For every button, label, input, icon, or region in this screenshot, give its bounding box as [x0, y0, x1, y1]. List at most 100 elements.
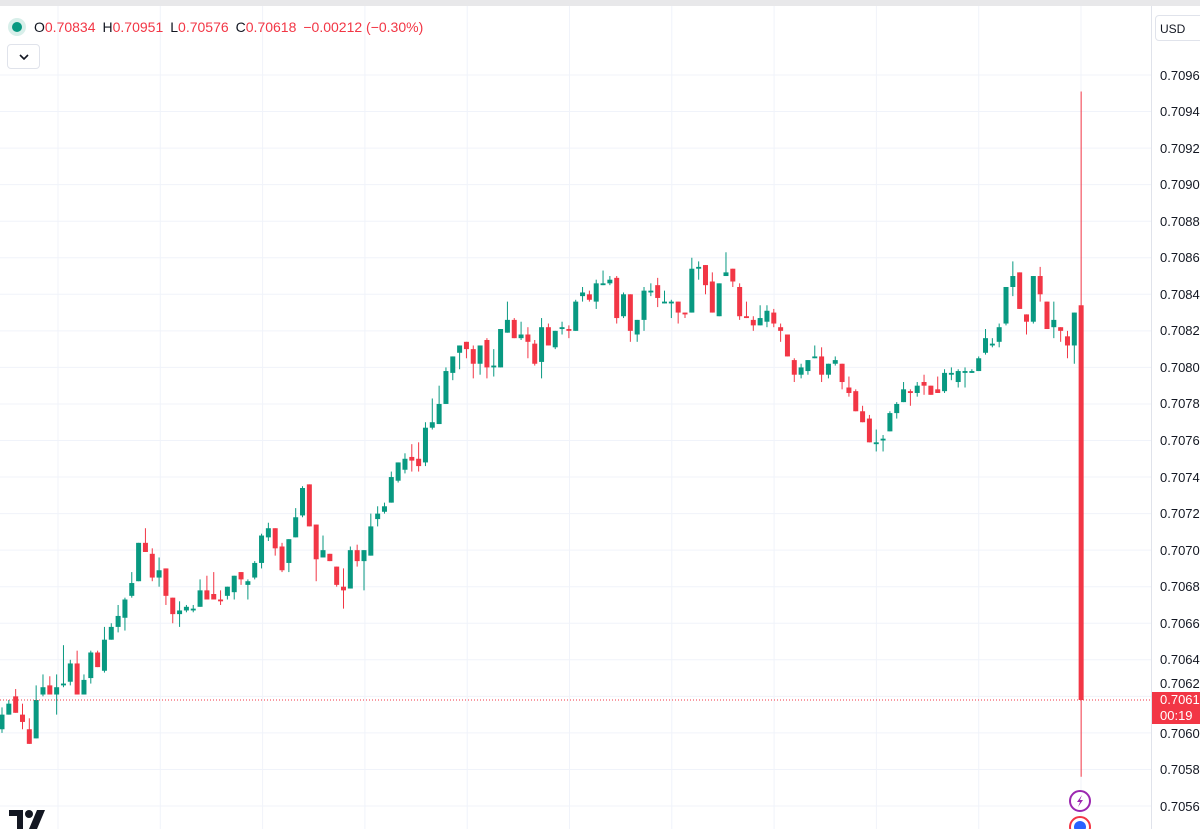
candle-body — [764, 310, 770, 322]
candle-body — [19, 714, 25, 722]
candle — [696, 261, 702, 280]
tradingview-logo[interactable] — [9, 810, 49, 829]
candle — [559, 321, 565, 335]
candle-body — [463, 341, 469, 350]
candle-body — [156, 570, 162, 578]
candle — [211, 572, 217, 600]
candle — [375, 506, 381, 527]
candle — [1037, 266, 1043, 302]
candle-body — [81, 679, 87, 695]
collapse-legend-button[interactable] — [7, 44, 40, 69]
close-value: 0.70618 — [245, 19, 297, 35]
candle-body — [224, 586, 230, 596]
candle — [1071, 312, 1077, 364]
candle — [962, 367, 968, 388]
candle — [566, 325, 572, 339]
candle — [805, 360, 811, 375]
candle-body — [928, 385, 934, 395]
candle-body — [689, 268, 695, 313]
candle — [641, 286, 647, 331]
candle-body — [552, 330, 558, 348]
candle-body — [142, 542, 148, 552]
candle-body — [402, 458, 408, 470]
candle-body — [511, 319, 517, 339]
candle-body — [737, 286, 743, 317]
candle-body — [40, 687, 46, 695]
candle-body — [183, 606, 189, 611]
candle — [791, 358, 797, 383]
candle-body — [381, 506, 387, 512]
candle-body — [784, 334, 790, 357]
candle — [1044, 301, 1050, 330]
lightning-icon[interactable] — [1069, 790, 1091, 812]
candle-body — [259, 535, 265, 563]
candle — [901, 382, 907, 403]
currency-button[interactable]: USD — [1155, 15, 1200, 41]
candle-body — [122, 599, 128, 618]
candle-body — [962, 371, 968, 373]
candle-body — [95, 652, 101, 668]
candle-body — [1064, 336, 1070, 346]
candle — [354, 544, 360, 567]
candle-body — [942, 372, 948, 392]
candle — [655, 277, 661, 308]
candle-body — [265, 528, 271, 538]
candle — [204, 575, 210, 600]
candle — [224, 586, 230, 600]
candle-body — [54, 687, 60, 695]
candle-body — [791, 360, 797, 375]
candle — [709, 272, 715, 313]
candle-body — [948, 372, 954, 375]
candle — [0, 707, 5, 733]
candle-body — [354, 550, 360, 562]
candle-body — [163, 568, 169, 596]
candle — [853, 389, 859, 412]
candle-body — [627, 294, 633, 331]
candle-body — [1058, 327, 1064, 331]
candle-body — [498, 329, 504, 368]
candlestick-chart[interactable] — [0, 0, 1151, 829]
candle-body — [177, 610, 183, 615]
candle-body — [1010, 276, 1016, 287]
candle-body — [6, 703, 12, 715]
candle — [136, 542, 142, 582]
candle — [279, 542, 285, 573]
candle-body — [60, 683, 66, 686]
candle-body — [108, 626, 114, 640]
candle-body — [67, 663, 73, 682]
candle-body — [313, 524, 319, 560]
candle-body — [716, 283, 722, 317]
candle-body — [969, 371, 975, 373]
candle — [470, 345, 476, 379]
candle-body — [525, 334, 531, 342]
candle — [54, 674, 60, 715]
candle — [771, 308, 777, 328]
candle — [525, 327, 531, 359]
candle — [730, 268, 736, 287]
candle — [443, 367, 449, 404]
candle-body — [935, 389, 941, 393]
candle-body — [1078, 305, 1084, 701]
candle-body — [245, 581, 251, 585]
candle-body — [702, 265, 708, 286]
candle-body — [976, 358, 982, 372]
candle-body — [921, 382, 927, 386]
candle — [969, 369, 975, 373]
candle-body — [1051, 319, 1057, 328]
candle — [498, 329, 504, 368]
candle — [668, 299, 674, 319]
flag-icon[interactable] — [1069, 816, 1091, 829]
candle — [402, 453, 408, 474]
candle-body — [600, 283, 606, 286]
candle — [552, 330, 558, 350]
candle-body — [914, 385, 920, 393]
candle — [627, 294, 633, 342]
candle — [81, 674, 87, 695]
candle — [743, 301, 749, 319]
candle-body — [33, 700, 39, 739]
candle — [532, 339, 538, 366]
candle — [1051, 301, 1057, 339]
